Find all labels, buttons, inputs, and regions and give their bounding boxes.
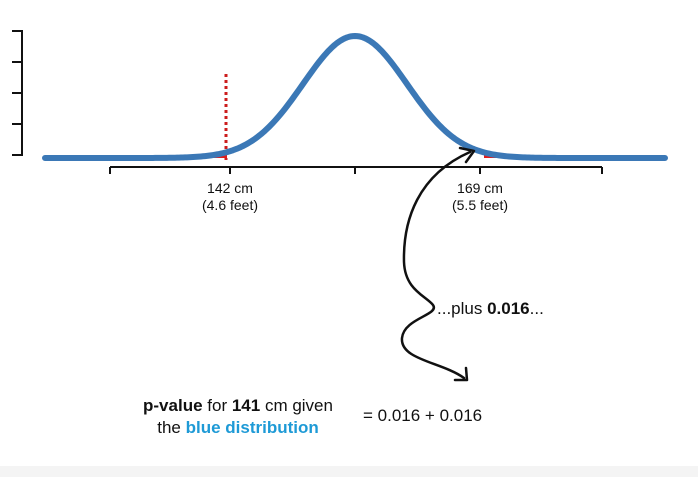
- pvalue-blue-distribution: blue distribution: [185, 418, 319, 437]
- tick-label-142-feet: (4.6 feet): [201, 197, 259, 213]
- tick-label-169-cm: 169 cm: [457, 180, 503, 196]
- annotation-prefix: ...plus: [437, 299, 488, 318]
- squiggle-arrow: [400, 150, 472, 380]
- tick-label-142: 142 cm (4.6 feet): [170, 180, 290, 214]
- tick-label-169: 169 cm (5.5 feet): [420, 180, 540, 214]
- tick-label-169-feet: (5.5 feet): [451, 197, 509, 213]
- pvalue-line-1: p-value for 141 cm given: [98, 395, 378, 417]
- y-axis: [12, 30, 23, 156]
- pvalue-for: for: [202, 396, 232, 415]
- pvalue-label: p-value for 141 cm given the blue distri…: [98, 395, 378, 439]
- x-axis: [109, 166, 603, 174]
- plus-annotation: ...plus 0.016...: [437, 299, 544, 319]
- arrowhead-top-icon: [458, 146, 476, 164]
- pvalue-number: 141: [231, 396, 261, 415]
- tick-label-142-cm: 142 cm: [207, 180, 253, 196]
- annotation-suffix: ...: [529, 299, 544, 318]
- pvalue-given: cm given: [260, 396, 333, 415]
- pvalue-the: the: [157, 418, 186, 437]
- blue-distribution-curve: [42, 33, 668, 161]
- bottom-strip: [0, 466, 698, 477]
- pvalue-bold: p-value: [143, 396, 203, 415]
- pvalue-equation: = 0.016 + 0.016: [363, 406, 483, 425]
- arrowhead-bottom-icon: [453, 366, 469, 382]
- annotation-value: 0.016: [487, 299, 530, 318]
- pvalue-line-2: the blue distribution: [98, 417, 378, 439]
